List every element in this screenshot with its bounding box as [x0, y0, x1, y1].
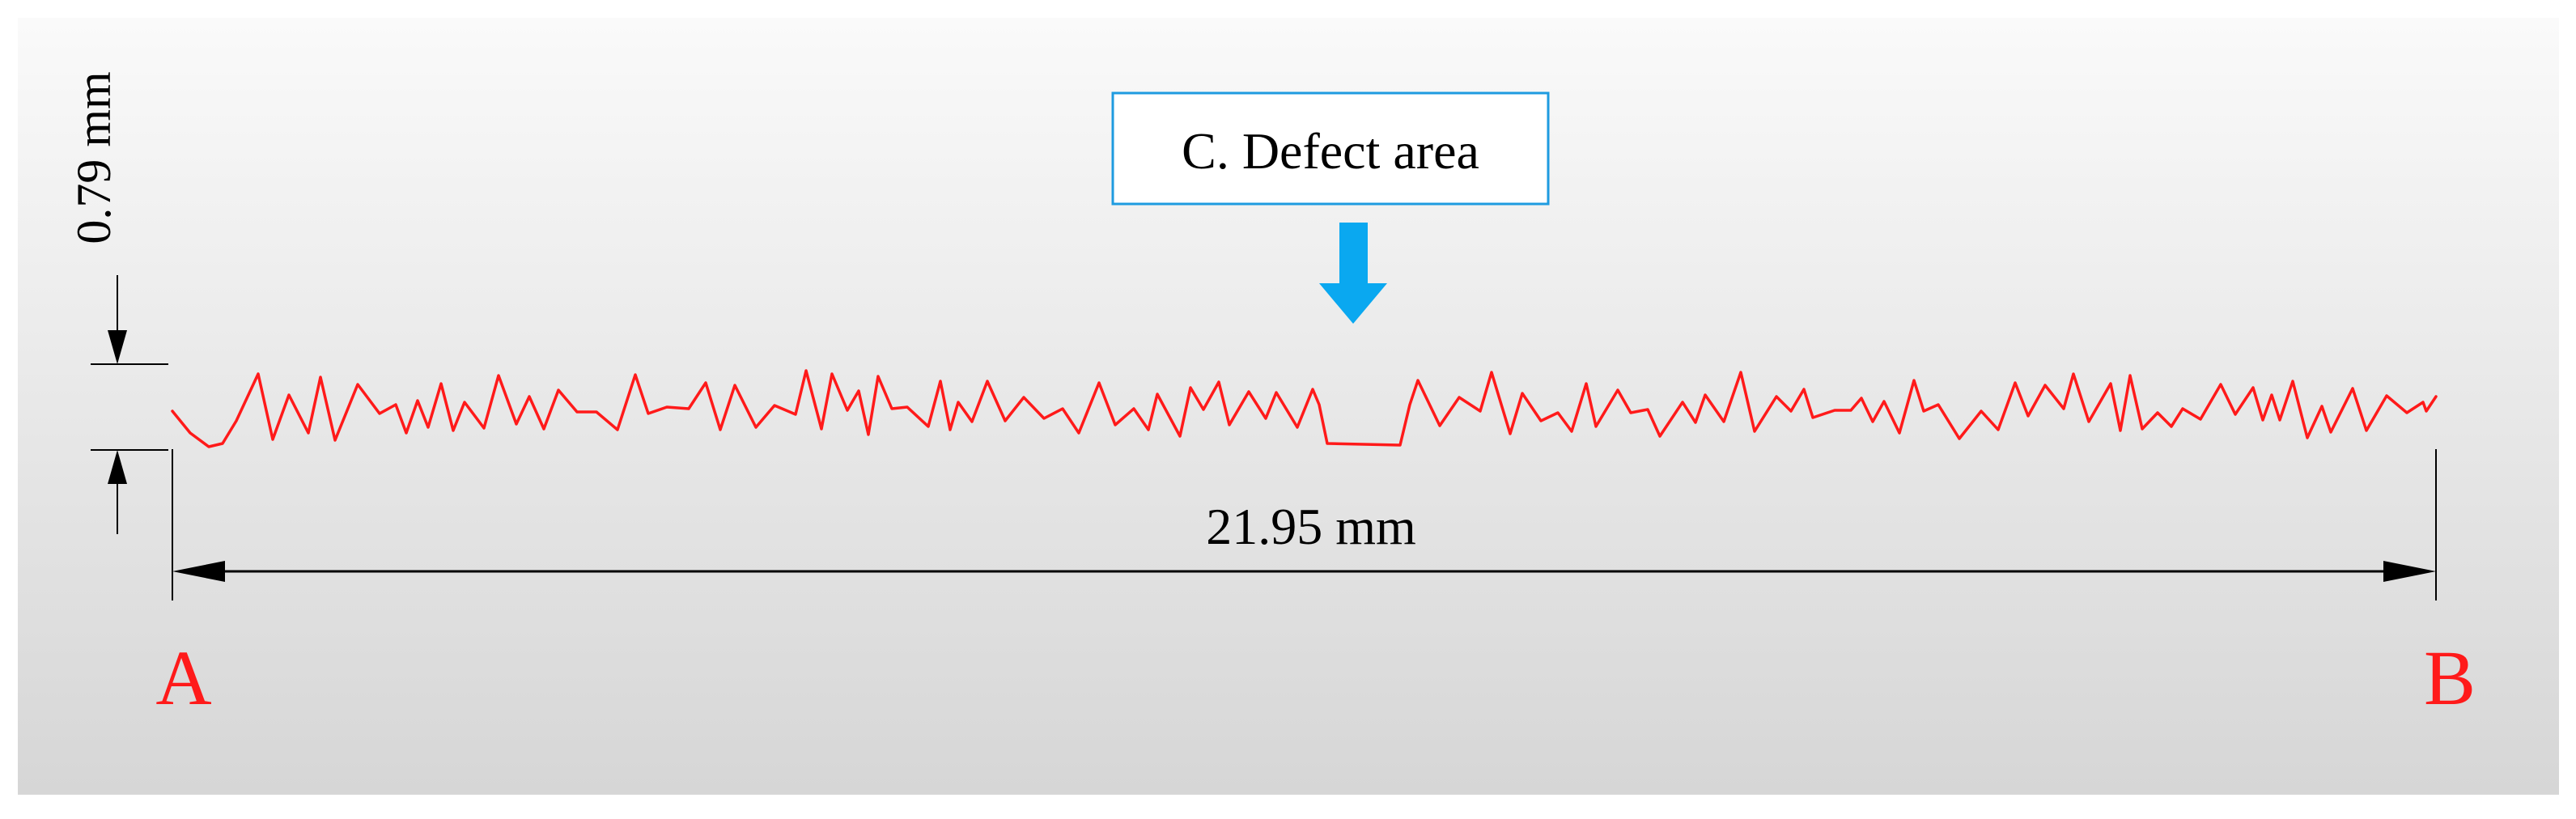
point-label-a: A — [155, 634, 211, 721]
surface-profile-line — [171, 369, 2438, 448]
height-dim-arrowhead-up — [108, 450, 127, 484]
length-dim-arrowhead-right — [2383, 561, 2436, 582]
defect-callout-box — [1111, 91, 1550, 206]
point-label-b: B — [2424, 634, 2476, 721]
down-arrow-icon — [1319, 223, 1387, 324]
length-dimension-label: 21.95 mm — [1206, 498, 1416, 555]
height-dimension-label: 0.79 mm — [67, 71, 121, 244]
length-dim-arrowhead-left — [172, 561, 225, 582]
defect-callout: C. Defect area — [1111, 91, 1550, 206]
height-dimension: 0.79 mm — [67, 71, 168, 534]
height-dim-arrowhead-down — [108, 330, 127, 364]
length-dimension: 21.95 mm — [172, 449, 2437, 600]
defect-callout-label: C. Defect area — [1182, 122, 1479, 180]
